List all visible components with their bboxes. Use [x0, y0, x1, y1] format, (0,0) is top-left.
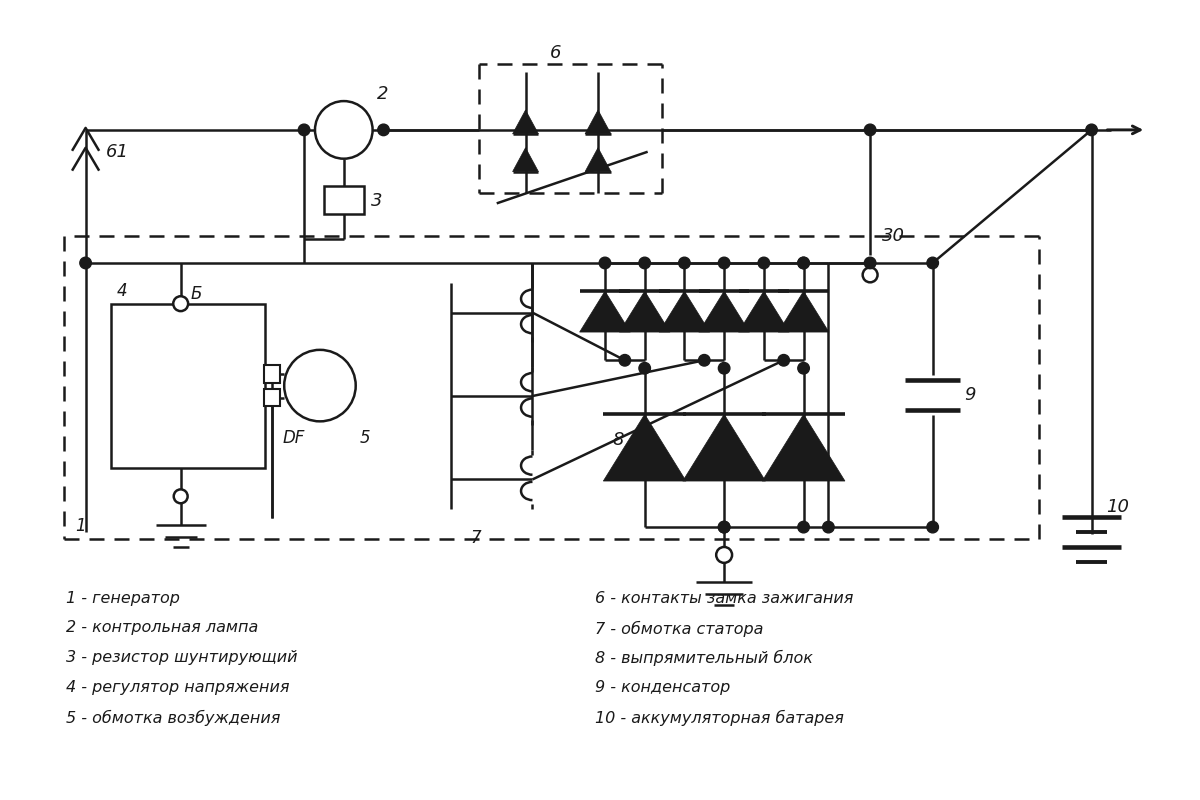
- Circle shape: [174, 490, 187, 503]
- Polygon shape: [604, 414, 686, 481]
- Text: В: В: [121, 432, 133, 450]
- Circle shape: [716, 547, 732, 563]
- Text: 2: 2: [377, 85, 388, 103]
- Polygon shape: [619, 291, 670, 332]
- Circle shape: [719, 362, 730, 374]
- Circle shape: [284, 350, 355, 422]
- Circle shape: [173, 296, 188, 311]
- Text: 6: 6: [550, 44, 562, 62]
- Text: 5 - обмотка возбуждения: 5 - обмотка возбуждения: [66, 710, 280, 726]
- Circle shape: [719, 522, 730, 533]
- Circle shape: [679, 257, 690, 269]
- Text: 4 - регулятор напряжения: 4 - регулятор напряжения: [66, 680, 289, 695]
- Text: 8 - выпрямительный блок: 8 - выпрямительный блок: [595, 650, 812, 666]
- Text: 8: 8: [612, 430, 624, 449]
- Polygon shape: [659, 291, 709, 332]
- Circle shape: [778, 354, 790, 366]
- Bar: [264, 365, 281, 382]
- Text: 9 - конденсатор: 9 - конденсатор: [595, 680, 731, 695]
- Text: 61: 61: [106, 142, 128, 161]
- Circle shape: [599, 257, 611, 269]
- Text: 10 - аккумуляторная батарея: 10 - аккумуляторная батарея: [595, 710, 844, 726]
- Polygon shape: [512, 148, 539, 171]
- Text: 3: 3: [371, 192, 382, 210]
- Text: 1 - генератор: 1 - генератор: [66, 590, 180, 606]
- Circle shape: [758, 257, 769, 269]
- Polygon shape: [586, 110, 611, 134]
- Bar: [264, 389, 281, 406]
- Circle shape: [638, 362, 650, 374]
- Text: 5: 5: [360, 429, 371, 447]
- Circle shape: [864, 124, 876, 136]
- Circle shape: [619, 354, 630, 366]
- Polygon shape: [586, 148, 611, 171]
- Bar: [324, 186, 364, 214]
- Polygon shape: [762, 414, 845, 481]
- Text: Б: Б: [163, 327, 175, 346]
- Circle shape: [823, 522, 834, 533]
- Circle shape: [926, 257, 938, 269]
- Circle shape: [80, 257, 91, 269]
- Text: 7 - обмотка статора: 7 - обмотка статора: [595, 621, 763, 637]
- Text: 2 - контрольная лампа: 2 - контрольная лампа: [66, 621, 258, 635]
- Circle shape: [314, 101, 372, 158]
- Circle shape: [378, 124, 389, 136]
- Text: 4: 4: [116, 282, 127, 300]
- Circle shape: [1086, 124, 1097, 136]
- Text: 30: 30: [882, 227, 905, 245]
- Circle shape: [638, 257, 650, 269]
- Bar: [112, 304, 265, 467]
- Text: 10: 10: [1106, 498, 1129, 516]
- Circle shape: [798, 257, 809, 269]
- Text: 6 - контакты замка зажигания: 6 - контакты замка зажигания: [595, 590, 853, 606]
- Polygon shape: [580, 291, 630, 332]
- Circle shape: [798, 257, 809, 269]
- Polygon shape: [683, 414, 766, 481]
- Text: Б: Б: [191, 285, 202, 302]
- Polygon shape: [738, 291, 790, 332]
- Text: 9: 9: [965, 386, 976, 404]
- Polygon shape: [512, 110, 539, 134]
- Circle shape: [719, 257, 730, 269]
- Text: 1: 1: [76, 517, 86, 535]
- Polygon shape: [698, 291, 750, 332]
- Circle shape: [798, 362, 809, 374]
- Circle shape: [798, 522, 809, 533]
- Circle shape: [863, 267, 877, 282]
- Circle shape: [698, 354, 710, 366]
- Text: DF: DF: [282, 429, 305, 447]
- Circle shape: [719, 522, 730, 533]
- Text: 3 - резистор шунтирующий: 3 - резистор шунтирующий: [66, 650, 298, 666]
- Text: 7: 7: [470, 529, 481, 547]
- Circle shape: [926, 522, 938, 533]
- Circle shape: [864, 257, 876, 269]
- Polygon shape: [779, 291, 829, 332]
- Circle shape: [299, 124, 310, 136]
